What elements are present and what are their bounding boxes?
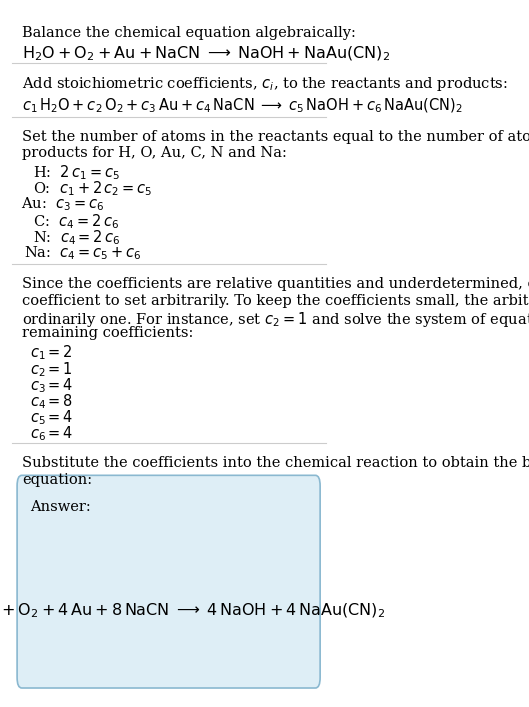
Text: Since the coefficients are relative quantities and underdetermined, choose a: Since the coefficients are relative quan… xyxy=(22,277,529,291)
Text: $\mathrm{H_2O + O_2 + Au + NaCN} \;\longrightarrow\; \mathrm{NaOH + NaAu(CN)_2}$: $\mathrm{H_2O + O_2 + Au + NaCN} \;\long… xyxy=(22,45,390,64)
Text: ordinarily one. For instance, set $c_2 = 1$ and solve the system of equations fo: ordinarily one. For instance, set $c_2 =… xyxy=(22,310,529,329)
Text: Answer:: Answer: xyxy=(30,500,90,514)
Text: Na:  $c_4 = c_5 + c_6$: Na: $c_4 = c_5 + c_6$ xyxy=(24,245,142,262)
Text: $c_2 = 1$: $c_2 = 1$ xyxy=(30,360,72,378)
Text: $c_6 = 4$: $c_6 = 4$ xyxy=(30,425,73,443)
Text: Add stoichiometric coefficients, $c_i$, to the reactants and products:: Add stoichiometric coefficients, $c_i$, … xyxy=(22,76,508,93)
Text: Balance the chemical equation algebraically:: Balance the chemical equation algebraica… xyxy=(22,26,355,40)
Text: N:  $c_4 = 2\,c_6$: N: $c_4 = 2\,c_6$ xyxy=(33,228,121,247)
Text: Au:  $c_3 = c_6$: Au: $c_3 = c_6$ xyxy=(21,196,104,214)
Text: Set the number of atoms in the reactants equal to the number of atoms in the: Set the number of atoms in the reactants… xyxy=(22,129,529,144)
Text: products for H, O, Au, C, N and Na:: products for H, O, Au, C, N and Na: xyxy=(22,146,287,160)
FancyBboxPatch shape xyxy=(17,475,320,688)
Text: $c_4 = 8$: $c_4 = 8$ xyxy=(30,392,73,411)
Text: remaining coefficients:: remaining coefficients: xyxy=(22,326,193,340)
Text: $c_3 = 4$: $c_3 = 4$ xyxy=(30,376,73,395)
Text: equation:: equation: xyxy=(22,472,92,486)
Text: H:  $2\,c_1 = c_5$: H: $2\,c_1 = c_5$ xyxy=(33,163,120,182)
Text: coefficient to set arbitrarily. To keep the coefficients small, the arbitrary va: coefficient to set arbitrarily. To keep … xyxy=(22,293,529,308)
Text: $c_1\,\mathrm{H_2O} + c_2\,\mathrm{O_2} + c_3\,\mathrm{Au} + c_4\,\mathrm{NaCN} : $c_1\,\mathrm{H_2O} + c_2\,\mathrm{O_2} … xyxy=(22,96,463,115)
Text: $c_5 = 4$: $c_5 = 4$ xyxy=(30,409,73,427)
Text: O:  $c_1 + 2\,c_2 = c_5$: O: $c_1 + 2\,c_2 = c_5$ xyxy=(33,180,152,198)
Text: $2\,\mathrm{H_2O} + \mathrm{O_2} + 4\,\mathrm{Au} + 8\,\mathrm{NaCN} \;\longrigh: $2\,\mathrm{H_2O} + \mathrm{O_2} + 4\,\m… xyxy=(0,602,386,620)
Text: $c_1 = 2$: $c_1 = 2$ xyxy=(30,344,72,363)
Text: C:  $c_4 = 2\,c_6$: C: $c_4 = 2\,c_6$ xyxy=(33,212,119,230)
Text: Substitute the coefficients into the chemical reaction to obtain the balanced: Substitute the coefficients into the che… xyxy=(22,456,529,470)
